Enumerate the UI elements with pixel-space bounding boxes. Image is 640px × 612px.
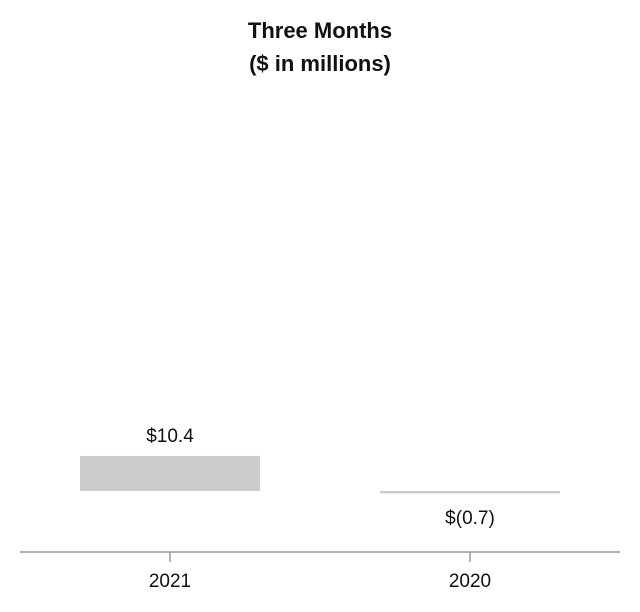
value-label: $(0.7) xyxy=(445,508,495,529)
bar xyxy=(380,491,560,494)
value-label: $10.4 xyxy=(146,426,194,447)
chart-title: Three Months xyxy=(248,18,392,43)
x-tick-label: 2020 xyxy=(449,571,491,592)
x-tick-label: 2021 xyxy=(149,571,191,592)
bar xyxy=(80,455,260,491)
chart-subtitle: ($ in millions) xyxy=(249,51,391,76)
